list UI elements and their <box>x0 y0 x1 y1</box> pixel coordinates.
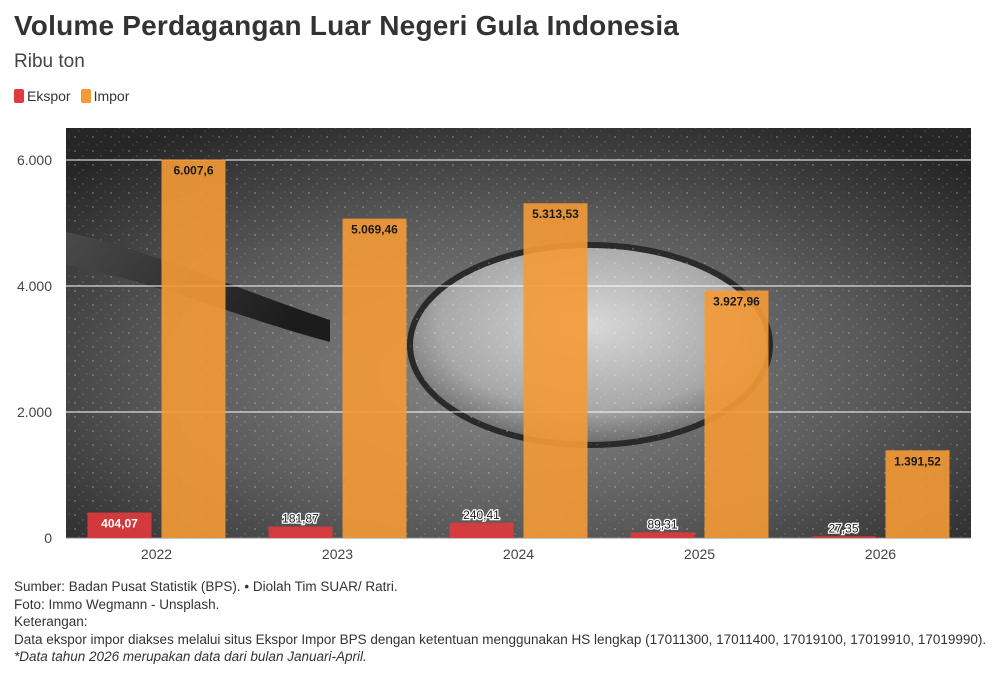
bar-ekspor-2025[interactable] <box>630 532 695 538</box>
data-label-impor-2025: 3.927,96 <box>713 295 760 309</box>
legend-label-ekspor: Ekspor <box>27 88 71 104</box>
x-tick-label: 2023 <box>322 546 353 562</box>
x-tick-label: 2022 <box>141 546 172 562</box>
bar-impor-2024[interactable] <box>523 203 588 538</box>
y-tick-label: 2.000 <box>17 404 52 420</box>
x-tick-label: 2026 <box>865 546 896 562</box>
bar-chart: 0 2.000 4.000 6.000 404,07 6.007,6 181,87 5.06… <box>17 128 971 562</box>
x-tick-label: 2025 <box>684 546 715 562</box>
bar-ekspor-2023[interactable] <box>268 526 333 538</box>
data-label-impor-2024: 5.313,53 <box>532 207 579 221</box>
source-note: Sumber: Badan Pusat Statistik (BPS). • D… <box>14 579 398 594</box>
data-label-ekspor-2024: 240,41 <box>463 508 500 522</box>
y-tick-label: 0 <box>44 530 52 546</box>
bars: 404,07 6.007,6 181,87 5.069,46 240,41 5.313,5… <box>87 159 950 539</box>
data-label-impor-2023: 5.069,46 <box>351 223 398 237</box>
legend-swatch-ekspor <box>14 89 24 103</box>
photo-credit: Foto: Immo Wegmann - Unsplash. <box>14 596 220 612</box>
notes-heading: Keterangan: <box>14 614 88 630</box>
data-label-impor-2022: 6.007,6 <box>173 164 213 178</box>
data-label-impor-2026: 1.391,52 <box>894 454 941 468</box>
legend-swatch-impor <box>80 89 91 103</box>
notes-description: Data ekspor impor diakses melalui situs … <box>14 631 987 647</box>
footnote: *Data tahun 2026 merupakan data dari bul… <box>14 649 367 665</box>
notes: Sumber: Badan Pusat Statistik (BPS). • D… <box>14 578 989 666</box>
bar-ekspor-2024[interactable] <box>449 522 514 538</box>
data-label-ekspor-2023: 181,87 <box>282 512 319 526</box>
y-tick-label: 6.000 <box>17 152 52 168</box>
bar-impor-2025[interactable] <box>704 290 769 538</box>
bar-ekspor-2022[interactable] <box>87 512 152 538</box>
legend-item-impor[interactable]: Impor <box>80 88 130 104</box>
legend-item-ekspor[interactable]: Ekspor <box>14 88 71 104</box>
bar-impor-2026[interactable] <box>885 450 950 538</box>
data-label-ekspor-2026: 27,35 <box>828 521 858 535</box>
x-tick-label: 2024 <box>503 546 534 562</box>
legend-label-impor: Impor <box>93 88 130 104</box>
legend: Ekspor Impor <box>14 88 139 104</box>
x-axis: 2022 2023 2024 2025 2026 <box>141 546 896 562</box>
bar-impor-2023[interactable] <box>342 218 407 538</box>
bar-impor-2022[interactable] <box>161 159 226 539</box>
y-tick-label: 4.000 <box>17 278 52 294</box>
data-label-ekspor-2022: 404,07 <box>101 517 138 531</box>
bar-ekspor-2026[interactable] <box>811 536 876 538</box>
chart-subtitle: Ribu ton <box>14 51 85 72</box>
data-label-ekspor-2025: 89,31 <box>647 517 677 531</box>
chart-title: Volume Perdagangan Luar Negeri Gula Indo… <box>14 10 680 41</box>
